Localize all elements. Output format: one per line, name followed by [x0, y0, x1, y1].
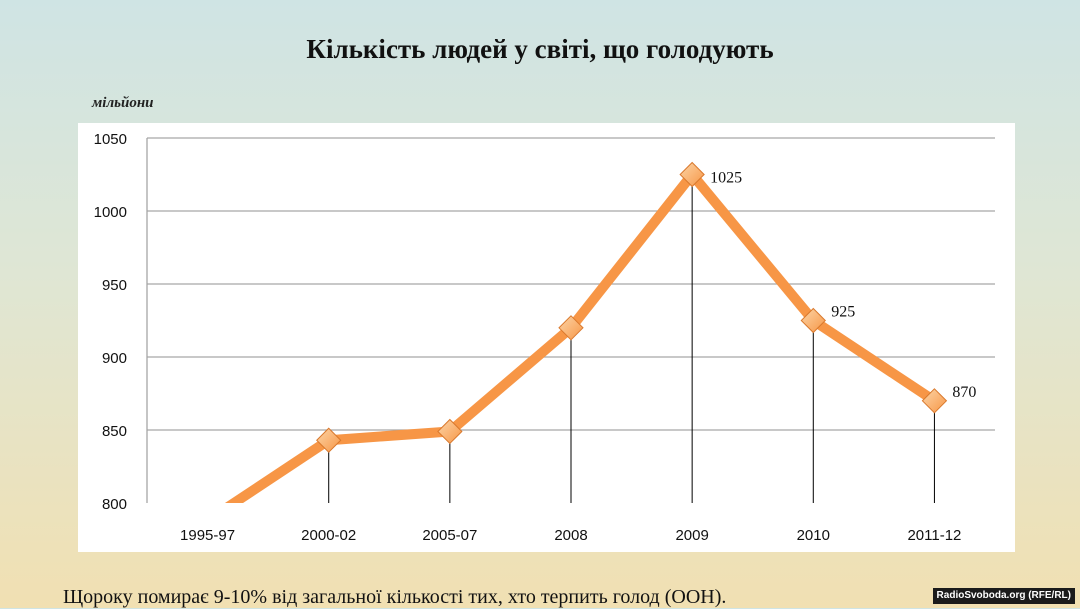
source-credit: RadioSvoboda.org (RFE/RL) [932, 588, 1075, 604]
x-tick-label: 2005-07 [422, 527, 477, 544]
chart-panel: 800 850 900 950 1000 1050 1025 925 870 1995-97 200… [78, 123, 1015, 552]
y-tick-label: 1050 [94, 131, 127, 148]
data-point-marker [679, 161, 705, 188]
x-tick-label: 2011-12 [907, 527, 961, 544]
y-axis-unit-label: мільйони [92, 95, 154, 111]
data-point-marker [921, 388, 948, 414]
footnote: Щороку помирає 9-10% від загальної кільк… [63, 586, 727, 608]
y-tick-label: 850 [102, 423, 127, 440]
data-label: 1025 [710, 170, 742, 187]
chart-title: Кількість людей у світі, що голодують [306, 34, 774, 64]
x-tick-label: 2008 [554, 527, 587, 544]
y-tick-label: 1000 [94, 204, 127, 221]
line-chart: 800 850 900 950 1000 1050 1025 925 870 1995-97 200… [94, 131, 995, 544]
data-point-marker [316, 427, 342, 453]
data-label: 870 [952, 384, 976, 401]
x-tick-label: 1995-97 [180, 527, 235, 544]
y-tick-label: 800 [102, 496, 127, 513]
data-point-marker [558, 315, 584, 341]
data-label: 925 [831, 304, 855, 321]
x-tick-label: 2009 [675, 527, 708, 544]
data-point-marker [800, 307, 826, 334]
y-tick-label: 950 [102, 277, 127, 294]
x-tick-label: 2010 [797, 527, 830, 544]
data-point-marker [437, 418, 463, 445]
x-tick-label: 2000-02 [301, 527, 356, 544]
y-tick-label: 900 [102, 350, 127, 367]
